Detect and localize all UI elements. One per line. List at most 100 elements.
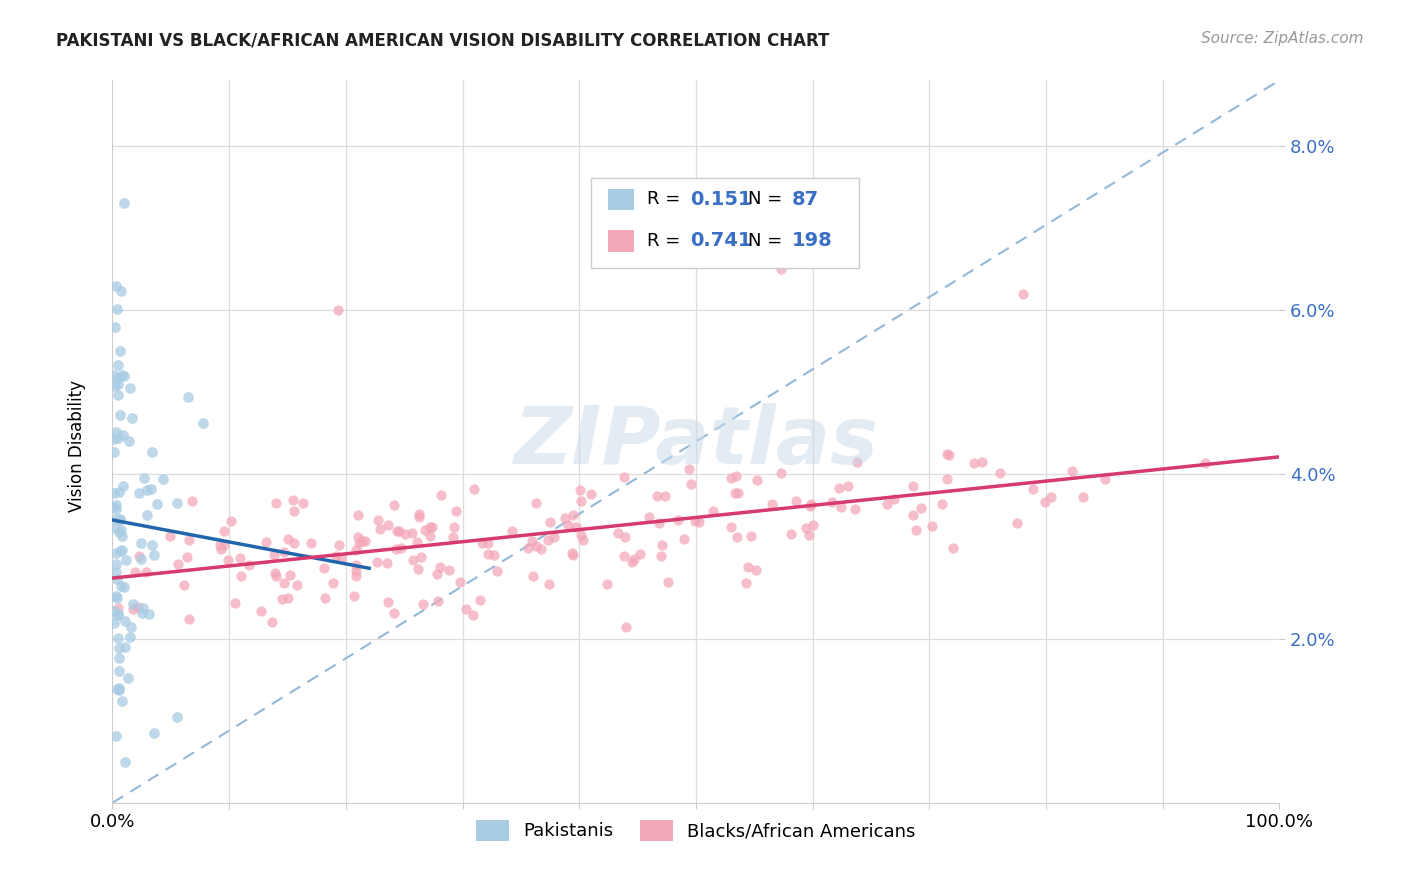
Point [231, 568, 253, 582]
Point [1071, 490, 1094, 504]
Point [517, 541, 540, 556]
Point [437, 563, 460, 577]
Point [938, 449, 960, 463]
Point [828, 482, 851, 496]
Text: R =: R = [647, 191, 686, 209]
Point [794, 521, 817, 535]
Point [385, 524, 408, 538]
Point [740, 528, 762, 542]
Point [141, 483, 163, 497]
Point [744, 563, 766, 577]
Point [108, 409, 131, 423]
Point [136, 508, 159, 523]
Point [720, 471, 742, 485]
Point [135, 483, 157, 497]
Point [325, 549, 347, 564]
Text: R =: R = [647, 232, 686, 250]
Point [1194, 456, 1216, 470]
Point [104, 521, 127, 535]
Point [538, 576, 561, 591]
Text: 87: 87 [792, 190, 818, 209]
Point [105, 565, 128, 579]
Point [343, 589, 366, 603]
Point [299, 536, 322, 550]
Point [112, 479, 135, 493]
Point [108, 681, 131, 696]
Point [623, 552, 645, 566]
Point [571, 494, 593, 508]
Point [138, 607, 160, 621]
Point [212, 524, 235, 539]
Point [830, 500, 852, 514]
Point [770, 466, 793, 480]
Point [105, 573, 128, 587]
Point [166, 496, 188, 510]
Point [477, 547, 499, 561]
Point [905, 523, 928, 537]
Point [250, 604, 273, 618]
Point [377, 556, 399, 570]
Point [105, 589, 128, 603]
Point [405, 535, 427, 549]
Point [620, 555, 643, 569]
Point [657, 574, 679, 589]
Point [936, 472, 959, 486]
Point [384, 541, 406, 556]
Bar [609, 189, 634, 211]
Point [903, 479, 925, 493]
Point [121, 411, 143, 425]
Point [107, 681, 129, 696]
Point [112, 368, 135, 383]
Point [530, 542, 553, 557]
Point [110, 285, 132, 299]
Point [103, 444, 125, 458]
Point [105, 512, 128, 526]
Point [263, 548, 285, 562]
Point [104, 546, 127, 560]
Point [761, 497, 783, 511]
Point [471, 536, 494, 550]
Point [557, 517, 579, 532]
Point [800, 497, 823, 511]
Point [429, 488, 451, 502]
Point [408, 507, 430, 521]
Point [105, 591, 128, 605]
Point [129, 536, 152, 550]
Point [108, 544, 131, 558]
Point [520, 533, 543, 548]
Point [988, 466, 1011, 480]
Point [678, 462, 700, 476]
Point [486, 564, 509, 578]
Point [419, 529, 441, 543]
Point [128, 486, 150, 500]
Point [167, 557, 190, 571]
Point [111, 368, 134, 382]
Point [107, 608, 129, 623]
Point [883, 492, 905, 507]
Point [688, 515, 710, 529]
Point [568, 483, 591, 497]
Point [876, 497, 898, 511]
Text: Vision Disability: Vision Disability [69, 380, 86, 512]
Point [108, 650, 131, 665]
Point [846, 455, 869, 469]
Point [176, 550, 198, 565]
Point [962, 456, 984, 470]
Point [322, 575, 344, 590]
Point [412, 598, 434, 612]
Point [344, 564, 367, 578]
Point [114, 580, 136, 594]
Point [128, 549, 150, 563]
Point [524, 496, 547, 510]
Point [725, 530, 748, 544]
Point [314, 561, 336, 575]
Point [579, 486, 602, 500]
Point [501, 524, 523, 539]
Point [388, 524, 411, 538]
Point [141, 445, 163, 459]
Point [107, 358, 129, 372]
Point [799, 528, 821, 542]
Point [224, 596, 246, 610]
Point [408, 510, 430, 524]
Point [238, 558, 260, 572]
